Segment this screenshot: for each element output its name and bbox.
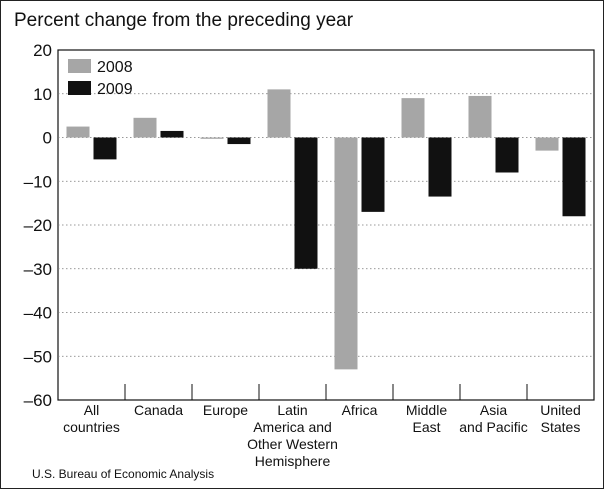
bar-2008-1	[66, 126, 90, 138]
legend: 2008 2009	[68, 59, 133, 98]
bar-2008-4	[267, 89, 291, 138]
category-label: All countries	[63, 402, 120, 435]
y-tick-label: –40	[24, 304, 52, 323]
category-label: Canada	[134, 402, 183, 418]
bars	[66, 89, 586, 370]
bar-2008-5	[334, 137, 358, 370]
y-tick-label: 10	[33, 85, 52, 104]
bar-2009-2	[160, 130, 184, 138]
y-tick-label: 20	[33, 41, 52, 60]
category-label: Europe	[203, 402, 248, 418]
gridlines	[58, 93, 594, 357]
bar-2009-7	[495, 137, 519, 173]
bar-2008-8	[535, 137, 559, 151]
bar-2008-3	[200, 137, 224, 139]
category-label: Middle East	[406, 402, 447, 435]
bar-2008-6	[401, 98, 425, 138]
y-tick-label: 0	[43, 129, 52, 148]
source-note: U.S. Bureau of Economic Analysis	[32, 467, 215, 481]
category-label: Latin America and Other Western Hemisphere	[247, 402, 338, 469]
y-tick-label: –30	[24, 260, 52, 279]
y-tick-label: –20	[24, 216, 52, 235]
legend-swatch-2008	[68, 59, 91, 73]
bar-2009-5	[361, 137, 385, 212]
y-tick-label: –60	[24, 391, 52, 410]
bar-2009-8	[562, 137, 586, 217]
legend-swatch-2009	[68, 81, 91, 95]
bar-2008-7	[468, 95, 492, 138]
bar-2009-6	[428, 137, 452, 197]
x-axis: All countries Canada Europe Latin America and…	[63, 384, 581, 469]
category-label: Africa	[342, 402, 378, 418]
legend-label-2008: 2008	[97, 59, 133, 76]
category-label: Asia and Pacific	[459, 402, 527, 435]
bar-2009-3	[227, 137, 251, 145]
y-axis: 20 10 0 –10 –20 –30 –40 –50 –60	[24, 41, 52, 410]
y-tick-label: –50	[24, 347, 52, 366]
y-tick-label: –10	[24, 172, 52, 191]
chart-title: Percent change from the preceding year	[14, 10, 354, 31]
legend-label-2009: 2009	[97, 81, 133, 98]
category-label: United States	[540, 402, 580, 435]
bar-2009-1	[93, 137, 117, 160]
bar-2009-4	[294, 137, 318, 269]
bar-2008-2	[133, 117, 157, 138]
